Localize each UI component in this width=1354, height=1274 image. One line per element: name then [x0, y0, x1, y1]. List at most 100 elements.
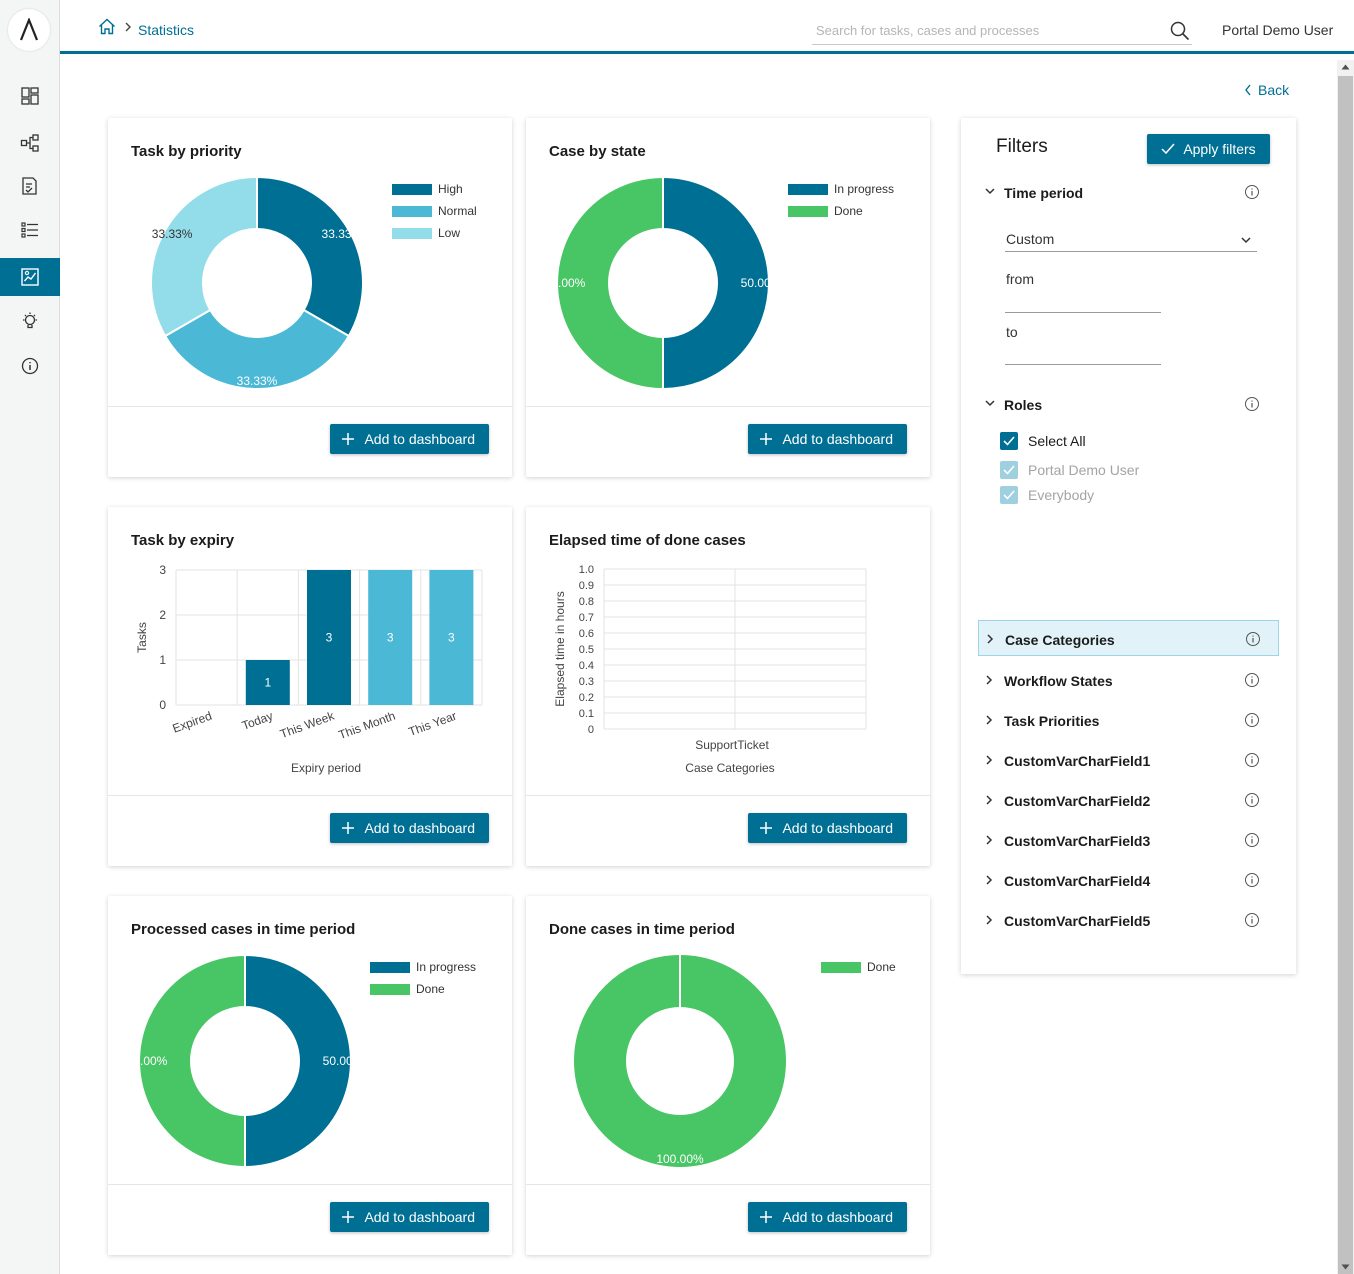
legend-item-high[interactable]: High — [392, 178, 477, 200]
filter-section-time-period[interactable]: Time period — [961, 174, 1296, 210]
add-to-dashboard-button[interactable]: Add to dashboard — [330, 813, 489, 843]
x-tick-label: This Year — [407, 709, 459, 739]
task-priority-donut-chart: 33.33% 33.33% 33.33% — [150, 175, 364, 390]
card-task-by-priority: Task by priority 33.33% 33.33% 33.33% High… — [108, 118, 512, 477]
filters-title: Filters — [996, 136, 1048, 157]
user-menu[interactable]: Portal Demo User — [1222, 22, 1334, 38]
info-icon[interactable] — [1244, 672, 1260, 688]
slice-high[interactable] — [256, 175, 364, 338]
y-tick-label: 0 — [588, 724, 594, 736]
info-icon[interactable] — [1244, 396, 1260, 412]
plus-icon — [342, 822, 355, 834]
to-date-input[interactable] — [1005, 364, 1161, 365]
search-input[interactable] — [812, 16, 1152, 44]
nav-tasks[interactable] — [0, 167, 60, 205]
add-to-dashboard-button[interactable]: Add to dashboard — [330, 424, 489, 454]
slice-low[interactable] — [150, 175, 258, 338]
plus-icon — [342, 433, 355, 445]
y-tick-label: 0.1 — [579, 708, 594, 720]
info-icon[interactable] — [1244, 792, 1260, 808]
card-elapsed-time: Elapsed time of done cases 0 0.1 0.2 0.3 0.4… — [526, 507, 930, 866]
bar-this-week[interactable] — [307, 570, 351, 705]
card-title: Task by expiry — [131, 532, 235, 549]
from-label: from — [1006, 271, 1034, 287]
legend-item-normal[interactable]: Normal — [392, 200, 477, 222]
legend-item-done[interactable]: Done — [370, 978, 476, 1000]
add-to-dashboard-button[interactable]: Add to dashboard — [330, 1202, 489, 1232]
slice-value-label: 50.00% — [741, 276, 782, 290]
x-axis-label: Case Categories — [685, 761, 774, 775]
back-link[interactable]: Back — [1244, 82, 1289, 98]
info-icon[interactable] — [1244, 832, 1260, 848]
scroll-up-icon[interactable] — [1341, 64, 1350, 70]
statistics-icon — [21, 268, 39, 286]
chevron-right-icon — [986, 715, 993, 725]
page-scrollbar[interactable] — [1337, 60, 1354, 1274]
chevron-right-icon — [125, 22, 131, 32]
info-icon[interactable] — [1244, 712, 1260, 728]
info-icon[interactable] — [1244, 872, 1260, 888]
filter-section-roles[interactable]: Roles — [961, 386, 1296, 422]
y-tick-label: 0.3 — [579, 676, 594, 688]
filter-section-customvarcharfield1[interactable]: CustomVarCharField1 — [961, 742, 1296, 778]
filter-section-workflow-states[interactable]: Workflow States — [961, 662, 1296, 698]
y-tick-label: 1 — [159, 653, 166, 667]
slice-normal[interactable] — [163, 308, 351, 390]
scroll-down-icon[interactable] — [1341, 1264, 1350, 1270]
search-icon[interactable] — [1170, 21, 1190, 41]
bar-this-month[interactable] — [368, 570, 413, 705]
slice-in-progress[interactable] — [244, 953, 352, 1169]
apply-filters-button[interactable]: Apply filters — [1147, 134, 1270, 164]
chevron-down-icon — [985, 400, 995, 407]
info-icon[interactable] — [1244, 912, 1260, 928]
add-to-dashboard-button[interactable]: Add to dashboard — [748, 813, 907, 843]
time-period-select[interactable]: Custom — [1005, 228, 1257, 252]
filter-section-customvarcharfield5[interactable]: CustomVarCharField5 — [961, 902, 1296, 938]
y-tick-label: 0.6 — [579, 628, 594, 640]
bar-this-year[interactable] — [429, 570, 474, 705]
nav-statistics[interactable] — [0, 258, 60, 296]
scrollbar-thumb[interactable] — [1338, 76, 1353, 1274]
filter-section-case-categories[interactable]: Case Categories — [978, 620, 1279, 656]
checkbox-checked-icon — [1000, 432, 1018, 450]
card-footer: Add to dashboard — [526, 1184, 930, 1255]
processed-cases-donut-chart: 50.00% 50.00% — [127, 953, 364, 1169]
nav-cases[interactable] — [0, 211, 60, 249]
legend-item-low[interactable]: Low — [392, 222, 477, 244]
filter-section-customvarcharfield4[interactable]: CustomVarCharField4 — [961, 862, 1296, 898]
info-icon[interactable] — [1245, 631, 1261, 647]
nav-info[interactable] — [0, 347, 60, 385]
filter-section-customvarcharfield2[interactable]: CustomVarCharField2 — [961, 782, 1296, 818]
info-icon[interactable] — [1244, 752, 1260, 768]
from-date-input[interactable] — [1005, 312, 1161, 313]
x-tick-label: This Month — [337, 709, 398, 742]
slice-done[interactable] — [138, 953, 246, 1169]
nav-processes[interactable] — [0, 124, 60, 162]
legend-item-done[interactable]: Done — [788, 200, 894, 222]
breadcrumb-current[interactable]: Statistics — [138, 22, 195, 38]
done-cases-donut-chart: 100.00% — [574, 955, 786, 1167]
legend-item-done[interactable]: Done — [821, 956, 896, 978]
chevron-right-icon — [987, 634, 994, 644]
filter-section-customvarcharfield3[interactable]: CustomVarCharField3 — [961, 822, 1296, 858]
nav-dashboard[interactable] — [0, 77, 60, 115]
legend-item-in-progress[interactable]: In progress — [788, 178, 894, 200]
legend-item-in-progress[interactable]: In progress — [370, 956, 476, 978]
filter-section-task-priorities[interactable]: Task Priorities — [961, 702, 1296, 738]
home-icon[interactable] — [98, 18, 116, 35]
x-tick-label: Expired — [171, 709, 214, 736]
bar-today[interactable] — [245, 660, 290, 705]
chart-legend: In progress Done — [788, 178, 894, 222]
y-tick-label: 3 — [159, 563, 166, 577]
app-logo[interactable] — [8, 9, 50, 51]
role-checkbox-select-all[interactable]: Select All — [1000, 432, 1086, 450]
card-footer: Add to dashboard — [526, 795, 930, 866]
slice-in-progress[interactable] — [662, 175, 770, 391]
nav-ideas[interactable] — [0, 302, 60, 340]
card-title: Processed cases in time period — [131, 921, 356, 938]
add-to-dashboard-button[interactable]: Add to dashboard — [748, 1202, 907, 1232]
slice-done[interactable] — [556, 175, 664, 391]
info-icon[interactable] — [1244, 184, 1260, 200]
chevron-down-icon — [985, 188, 995, 195]
add-to-dashboard-button[interactable]: Add to dashboard — [748, 424, 907, 454]
